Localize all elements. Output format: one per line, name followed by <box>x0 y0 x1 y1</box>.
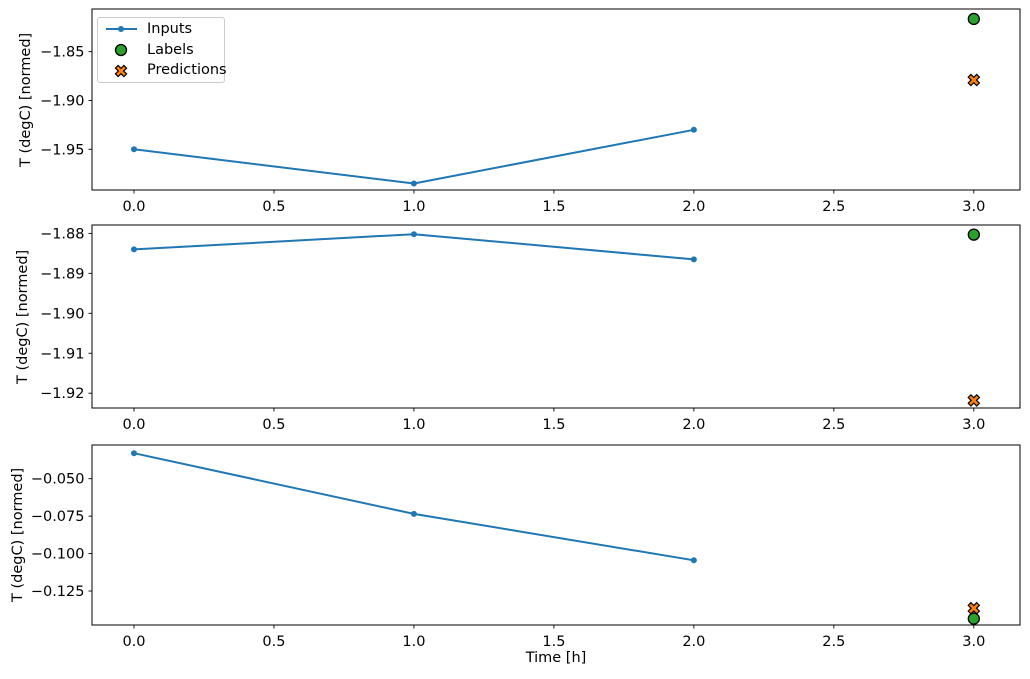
axes-border <box>91 224 1021 409</box>
y-tick-label: −0.075 <box>31 509 85 525</box>
predictions-marker <box>967 393 981 407</box>
inputs-point <box>130 450 137 457</box>
inputs-point <box>690 256 697 263</box>
inputs-point <box>690 126 697 133</box>
x-tick-label: 2.0 <box>682 417 705 433</box>
labels-marker <box>967 612 980 625</box>
x-tick-label: 2.0 <box>682 634 705 650</box>
x-tick-label: 2.0 <box>682 199 705 215</box>
x-tick-label: 3.0 <box>962 634 985 650</box>
inputs-point <box>410 180 417 187</box>
x-tick-label: 2.5 <box>822 634 845 650</box>
subplot-1: 0.0 0.5 1.0 1.5 2.0 2.5 3.0 −1.85 −1.90 −1.95 <box>40 8 1021 215</box>
y-tick-label: −1.92 <box>40 386 84 402</box>
inputs-line <box>133 452 695 562</box>
inputs-line <box>133 128 695 185</box>
x-tick-label: 3.0 <box>962 199 985 215</box>
inputs-point <box>130 246 137 253</box>
legend-row-predictions: Predictions <box>104 60 227 81</box>
y-axis-label-subplot-3: T (degC) [normed] <box>10 467 26 603</box>
y-tick-label: −1.95 <box>40 142 84 158</box>
inputs-legend-marker-icon <box>106 26 137 33</box>
y-tick-label: −1.91 <box>40 346 84 362</box>
y-tick-label: −0.050 <box>31 472 85 488</box>
axes-border <box>91 8 1021 191</box>
subplot-3: 0.0 0.5 1.0 1.5 2.0 2.5 3.0 −0.050 −0.075 −0.100 −… <box>31 444 1021 650</box>
y-tick-label: −0.100 <box>31 547 85 563</box>
y-tick-label: −1.89 <box>40 266 84 282</box>
x-tick-label: 0.0 <box>122 634 145 650</box>
inputs-point <box>690 557 697 564</box>
legend-x <box>114 64 128 78</box>
x-tick-label: 2.5 <box>822 199 845 215</box>
axes-border <box>91 444 1021 626</box>
legend-label-labels: Labels <box>147 41 194 58</box>
x-tick-label: 1.0 <box>402 634 425 650</box>
legend-label-predictions: Predictions <box>147 62 227 79</box>
x-tick-label: 1.5 <box>542 199 565 215</box>
inputs-line <box>133 233 694 261</box>
predictions-marker <box>967 601 981 615</box>
y-tick-label: −0.125 <box>31 584 85 600</box>
legend-line-dot <box>118 26 124 33</box>
y-axis-label-subplot-2: T (degC) [normed] <box>15 249 31 384</box>
legend-row-labels: Labels <box>104 40 218 61</box>
x-tick-label: 1.0 <box>402 417 425 433</box>
x-tick-label: 0.5 <box>262 199 285 215</box>
legend-row-inputs: Inputs <box>104 19 218 40</box>
x-tick-label: 0.0 <box>122 417 145 433</box>
y-axis-label-subplot-1: T (degC) [normed] <box>18 32 34 167</box>
labels-legend-marker-icon <box>114 43 128 57</box>
legend-circle <box>114 43 128 57</box>
inputs-point <box>410 510 417 517</box>
inputs-point <box>130 146 137 153</box>
x-tick-label: 0.5 <box>262 634 285 650</box>
labels-marker <box>967 228 980 241</box>
y-tick-label: −1.90 <box>40 93 84 109</box>
x-tick-label: 0.5 <box>262 417 285 433</box>
x-tick-label: 3.0 <box>962 417 985 433</box>
legend: Inputs Labels Predictions <box>97 17 227 83</box>
x-tick-label: 2.5 <box>822 417 845 433</box>
y-tick-label: −1.90 <box>40 306 84 322</box>
x-tick-label: 1.5 <box>542 634 565 650</box>
predictions-marker <box>967 73 981 87</box>
subplot-2: 0.0 0.5 1.0 1.5 2.0 2.5 3.0 −1.88 −1.89 −1.90 −1.9… <box>40 224 1021 433</box>
x-tick-label: 1.0 <box>402 199 425 215</box>
x-tick-label: 0.0 <box>122 199 145 215</box>
legend-label-inputs: Inputs <box>147 21 193 38</box>
y-tick-label: −1.88 <box>40 226 84 242</box>
x-axis-label: Time [h] <box>525 650 587 666</box>
y-tick-label: −1.85 <box>40 45 84 61</box>
inputs-point <box>410 231 417 238</box>
predictions-legend-marker-icon <box>114 64 128 78</box>
labels-marker <box>967 12 980 26</box>
x-tick-label: 1.5 <box>542 417 565 433</box>
